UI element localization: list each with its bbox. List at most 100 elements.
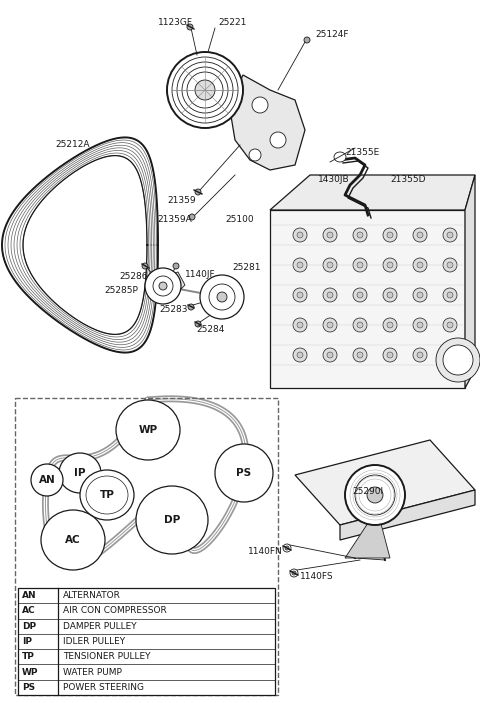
Circle shape: [353, 318, 367, 332]
Circle shape: [217, 292, 227, 302]
Text: 1140FS: 1140FS: [300, 572, 334, 581]
Text: 21355D: 21355D: [390, 175, 425, 184]
Text: 1140FN: 1140FN: [248, 547, 283, 556]
Circle shape: [417, 262, 423, 268]
Circle shape: [195, 80, 215, 100]
Text: 25221: 25221: [218, 18, 246, 27]
Text: AN: AN: [22, 591, 36, 600]
Ellipse shape: [80, 470, 134, 520]
Circle shape: [447, 322, 453, 328]
Circle shape: [355, 475, 395, 515]
Circle shape: [417, 292, 423, 298]
Circle shape: [417, 322, 423, 328]
Ellipse shape: [41, 510, 105, 570]
Text: WP: WP: [138, 425, 157, 435]
Circle shape: [249, 149, 261, 161]
Text: AIR CON COMPRESSOR: AIR CON COMPRESSOR: [63, 607, 167, 615]
Circle shape: [443, 288, 457, 302]
Text: AN: AN: [38, 475, 55, 485]
Text: 25100: 25100: [225, 215, 253, 224]
Circle shape: [187, 24, 193, 30]
Circle shape: [353, 288, 367, 302]
Text: 25283: 25283: [159, 305, 188, 314]
Circle shape: [283, 544, 291, 552]
Text: 21359: 21359: [168, 196, 196, 205]
Circle shape: [447, 262, 453, 268]
Text: IDLER PULLEY: IDLER PULLEY: [63, 637, 125, 646]
Text: 25290I: 25290I: [352, 487, 383, 496]
Circle shape: [323, 228, 337, 242]
Text: TP: TP: [22, 652, 35, 662]
Circle shape: [367, 487, 383, 503]
Circle shape: [443, 348, 457, 362]
Circle shape: [417, 352, 423, 358]
Text: WP: WP: [22, 668, 38, 676]
Polygon shape: [152, 272, 185, 296]
Circle shape: [327, 262, 333, 268]
Circle shape: [387, 262, 393, 268]
Ellipse shape: [334, 152, 346, 162]
Circle shape: [297, 232, 303, 238]
Circle shape: [443, 345, 473, 375]
Polygon shape: [465, 175, 475, 388]
Circle shape: [413, 348, 427, 362]
Circle shape: [353, 228, 367, 242]
Circle shape: [153, 276, 173, 296]
Circle shape: [387, 232, 393, 238]
Polygon shape: [345, 520, 390, 558]
Circle shape: [353, 258, 367, 272]
Circle shape: [270, 132, 286, 148]
Text: IP: IP: [74, 468, 86, 478]
Circle shape: [290, 569, 298, 577]
Circle shape: [293, 288, 307, 302]
Circle shape: [447, 292, 453, 298]
Text: TENSIONER PULLEY: TENSIONER PULLEY: [63, 652, 151, 662]
Circle shape: [189, 214, 195, 220]
Circle shape: [357, 322, 363, 328]
Text: DP: DP: [22, 621, 36, 631]
Circle shape: [293, 228, 307, 242]
Circle shape: [188, 304, 194, 310]
Text: 25281: 25281: [232, 263, 261, 272]
Circle shape: [357, 232, 363, 238]
Text: PS: PS: [237, 468, 252, 478]
Ellipse shape: [116, 400, 180, 460]
Circle shape: [323, 258, 337, 272]
Circle shape: [447, 352, 453, 358]
Polygon shape: [230, 75, 305, 170]
Polygon shape: [340, 490, 475, 540]
Circle shape: [383, 288, 397, 302]
Circle shape: [387, 322, 393, 328]
Circle shape: [327, 292, 333, 298]
Text: 25212A: 25212A: [55, 140, 89, 149]
Ellipse shape: [136, 486, 208, 554]
Text: ALTERNATOR: ALTERNATOR: [63, 591, 121, 600]
Circle shape: [323, 288, 337, 302]
Circle shape: [145, 268, 181, 304]
Circle shape: [167, 52, 243, 128]
Circle shape: [195, 189, 201, 195]
Text: 21359A: 21359A: [157, 215, 192, 224]
Text: IP: IP: [22, 637, 32, 646]
Circle shape: [443, 318, 457, 332]
Circle shape: [345, 465, 405, 525]
Polygon shape: [270, 210, 465, 388]
Circle shape: [142, 263, 148, 269]
Circle shape: [417, 232, 423, 238]
Text: 25286: 25286: [120, 272, 148, 281]
Text: DP: DP: [164, 515, 180, 525]
Circle shape: [447, 232, 453, 238]
Circle shape: [436, 338, 480, 382]
Text: TP: TP: [99, 490, 114, 500]
Polygon shape: [270, 175, 475, 210]
Polygon shape: [18, 588, 275, 695]
Text: AC: AC: [65, 535, 81, 545]
Text: 1140JF: 1140JF: [185, 270, 216, 279]
Text: PS: PS: [22, 683, 35, 692]
Circle shape: [387, 292, 393, 298]
Circle shape: [323, 348, 337, 362]
Circle shape: [413, 228, 427, 242]
Circle shape: [387, 352, 393, 358]
Text: POWER STEERING: POWER STEERING: [63, 683, 144, 692]
Polygon shape: [295, 440, 475, 525]
